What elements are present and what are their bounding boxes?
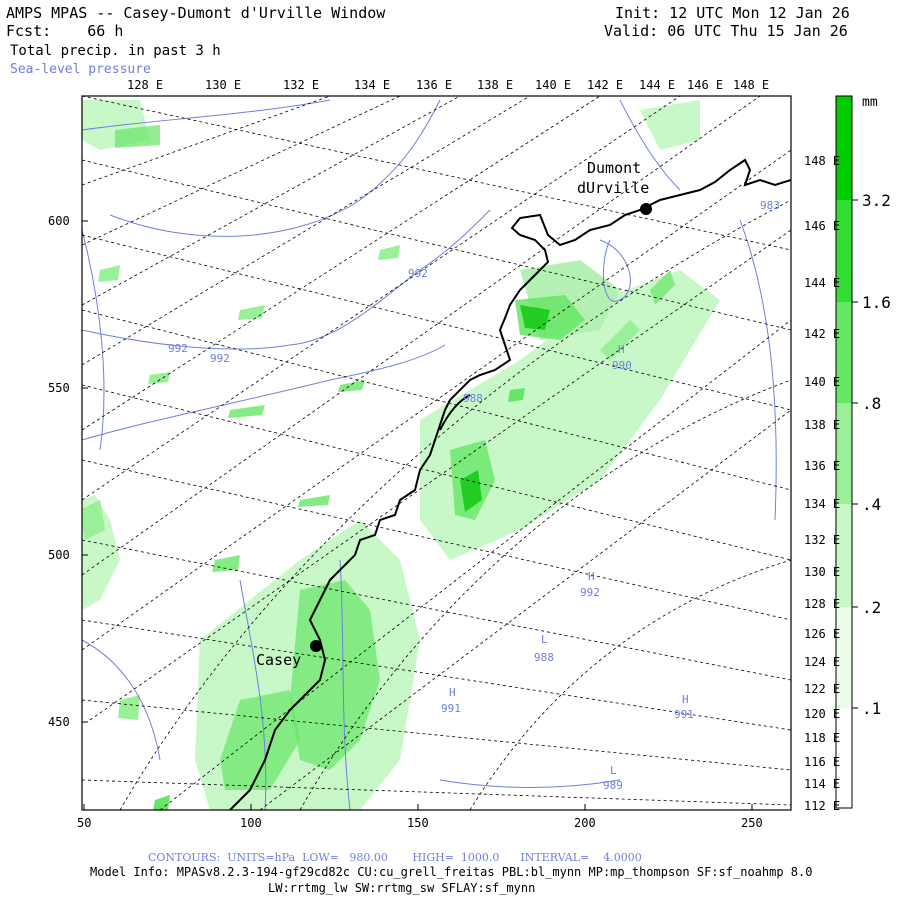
lon-label-right: 134 E <box>804 497 841 511</box>
dumont-durville-marker <box>640 203 652 215</box>
pressure-label: H <box>449 686 456 699</box>
x-axis-label: 250 <box>741 816 763 830</box>
y-axis-label: 500 <box>48 548 70 562</box>
y-axis-label: 550 <box>48 381 70 395</box>
lon-label-top: 142 E <box>587 78 624 92</box>
pressure-label: 992 <box>580 586 600 599</box>
lon-label-right: 122 E <box>804 682 841 696</box>
pressure-label: 992 <box>210 352 230 365</box>
lon-label-right: 120 E <box>804 707 841 721</box>
model-info: Model Info: MPASv8.2.3-194-gf29cd82c CU:… <box>90 865 813 879</box>
casey-label: Casey <box>256 651 301 669</box>
colorbar-label: .4 <box>862 495 882 514</box>
lon-label-right: 148 E <box>804 154 841 168</box>
lon-label-top: 146 E <box>687 78 724 92</box>
pressure-label: 989 <box>603 779 623 792</box>
axis-ticks <box>82 220 753 810</box>
x-axis-label: 150 <box>407 816 429 830</box>
lon-label-right: 144 E <box>804 276 841 290</box>
x-axis-label: 100 <box>240 816 262 830</box>
lon-label-top: 130 E <box>205 78 242 92</box>
pressure-label: 990 <box>612 359 632 372</box>
lon-label-right: 126 E <box>804 627 841 641</box>
map-title: AMPS MPAS -- Casey-Dumont d'Urville Wind… <box>6 4 386 22</box>
valid-time: Valid: 06 UTC Thu 15 Jan 26 <box>604 22 848 40</box>
lon-label-right: 124 E <box>804 655 841 669</box>
pressure-contours <box>82 99 777 810</box>
lon-label-right: 140 E <box>804 375 841 389</box>
y-axis-label: 450 <box>48 715 70 729</box>
pressure-label: 988 <box>463 392 483 405</box>
colorbar-unit: mm <box>862 95 878 110</box>
map-frame <box>81 95 792 811</box>
lon-label-right: 138 E <box>804 418 841 432</box>
lon-label-top: 148 E <box>733 78 770 92</box>
colorbar <box>835 95 858 809</box>
pressure-label: L <box>541 633 548 646</box>
colorbar-label: .8 <box>862 394 882 413</box>
lon-label-right: 130 E <box>804 565 841 579</box>
lon-label-right: 114 E <box>804 777 841 791</box>
init-time: Init: 12 UTC Mon 12 Jan 26 <box>615 4 850 22</box>
pressure-label: 992 <box>408 267 428 280</box>
colorbar-label: 1.6 <box>862 293 891 312</box>
dumont-label-line1: Dumont <box>587 159 641 177</box>
lon-label-right: 112 E <box>804 799 841 813</box>
pressure-label: 992 <box>168 342 188 355</box>
lon-label-top: 138 E <box>477 78 514 92</box>
lon-label-top: 128 E <box>127 78 164 92</box>
colorbar-label: .2 <box>862 598 882 617</box>
pressure-label: 991 <box>441 702 461 715</box>
lon-label-right: 116 E <box>804 755 841 769</box>
lon-label-right: 118 E <box>804 731 841 745</box>
field-name: Total precip. in past 3 h <box>10 43 221 59</box>
lon-label-right: 132 E <box>804 533 841 547</box>
coastline <box>229 158 791 810</box>
lon-label-right: 136 E <box>804 459 841 473</box>
lon-label-top: 134 E <box>354 78 391 92</box>
x-axis-label: 50 <box>77 816 92 830</box>
lon-label-right: 142 E <box>804 327 841 341</box>
pressure-label: H <box>682 693 689 706</box>
lon-label-top: 140 E <box>535 78 572 92</box>
forecast-hour: Fcst: 66 h <box>6 22 124 40</box>
lon-label-top: 132 E <box>283 78 320 92</box>
precip-shading <box>82 100 720 810</box>
colorbar-label: 3.2 <box>862 191 891 210</box>
overlay-name: Sea-level pressure <box>10 62 151 77</box>
y-axis-label: 600 <box>48 214 70 228</box>
colorbar-label: .1 <box>862 699 882 718</box>
pressure-label: 991 <box>674 708 694 721</box>
map-field <box>82 96 791 810</box>
pressure-label: H <box>618 343 625 356</box>
graticule <box>82 96 791 810</box>
lon-label-top: 144 E <box>639 78 676 92</box>
x-axis-label: 200 <box>574 816 596 830</box>
pressure-label: H <box>588 570 595 583</box>
pressure-label: L <box>610 764 617 777</box>
model-info-line2: LW:rrtmg_lw SW:rrtmg_sw SFLAY:sf_mynn <box>268 881 536 895</box>
pressure-labels: 992 992 992 988 H 990 H 992 L 988 H 991 … <box>168 199 780 792</box>
pressure-label: 988 <box>534 651 554 664</box>
lon-label-right: 128 E <box>804 597 841 611</box>
dumont-label-line2: dUrville <box>577 179 649 197</box>
lon-label-right: 146 E <box>804 219 841 233</box>
contour-info: CONTOURS: UNITS=hPa LOW= 980.00 HIGH= 10… <box>148 851 642 864</box>
lon-label-top: 136 E <box>416 78 453 92</box>
casey-marker <box>310 640 322 652</box>
pressure-label: 983 <box>760 199 780 212</box>
